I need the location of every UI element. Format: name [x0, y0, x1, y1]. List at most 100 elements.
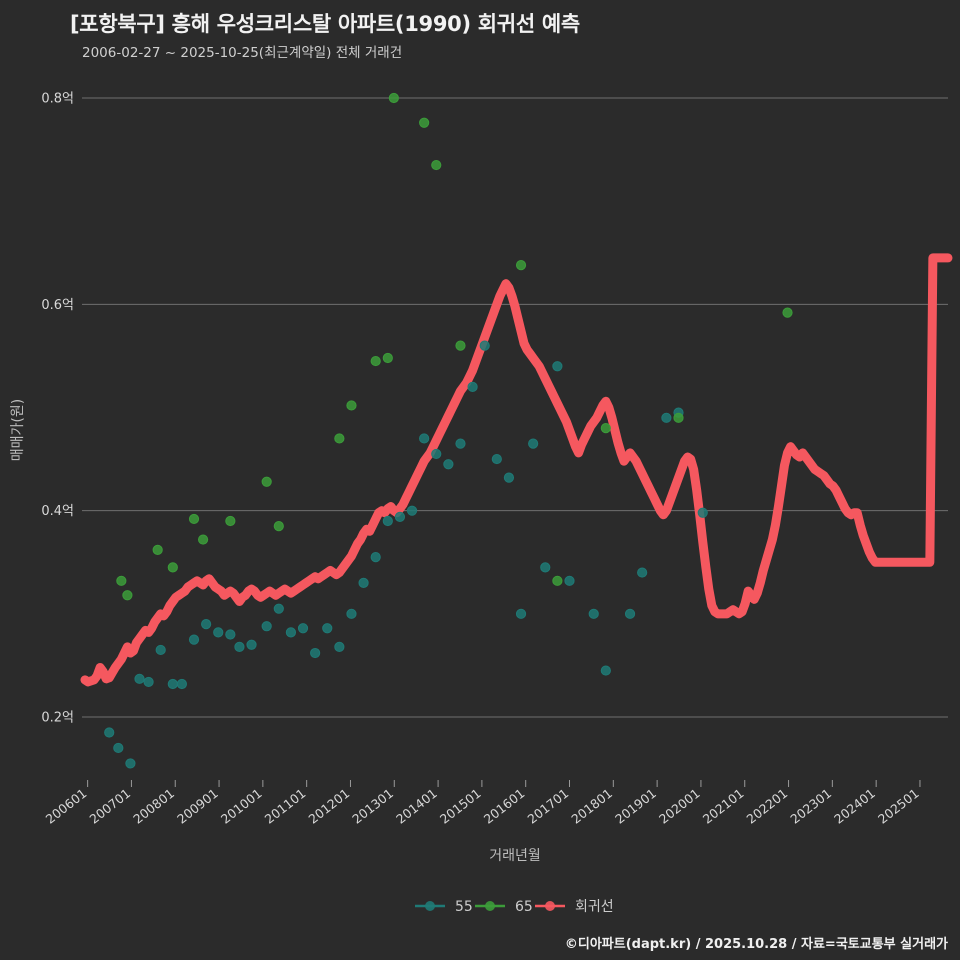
x-tick-label: 201201	[305, 786, 352, 827]
series-55-points	[104, 340, 708, 769]
x-tick-label: 200901	[174, 786, 221, 827]
data-point	[234, 641, 245, 652]
data-point	[370, 355, 381, 367]
x-tick-label: 202101	[700, 786, 747, 827]
data-point	[515, 608, 527, 619]
data-point	[310, 647, 321, 659]
x-tick-label: 202401	[831, 786, 878, 827]
series-65-points	[116, 92, 793, 601]
y-axis-title: 매매가(원)	[10, 399, 26, 461]
y-tick-label: 0.4억	[41, 504, 74, 519]
x-tick-label: 201101	[262, 786, 309, 827]
data-point	[540, 562, 551, 573]
data-point	[116, 575, 127, 586]
data-point	[273, 521, 284, 532]
legend-swatch-marker	[485, 901, 495, 911]
data-point	[515, 260, 527, 271]
data-point	[382, 352, 393, 364]
data-point	[188, 634, 200, 645]
data-point	[246, 639, 257, 650]
data-point	[125, 758, 136, 769]
data-point	[334, 641, 345, 652]
data-point	[134, 673, 145, 684]
data-point	[624, 608, 636, 619]
series-regression	[80, 253, 953, 687]
y-tick-label: 0.8억	[41, 92, 74, 107]
x-tick-label: 202201	[744, 786, 791, 827]
data-point	[104, 727, 115, 738]
y-axis-ticks: 0.2억 0.4억 0.6억 0.8억	[41, 92, 74, 726]
data-point	[261, 621, 272, 632]
x-tick-label: 201401	[393, 786, 440, 827]
legend-label[interactable]: 65	[515, 899, 533, 915]
x-tick-label: 202501	[875, 786, 922, 827]
data-point	[443, 459, 454, 470]
data-point	[564, 575, 575, 586]
data-point	[697, 507, 708, 518]
data-point	[176, 678, 187, 690]
legend-label[interactable]: 55	[455, 899, 473, 915]
data-point	[197, 534, 209, 545]
data-point	[661, 412, 672, 423]
data-point	[213, 627, 224, 638]
chart-legend: 55 65 회귀선	[415, 899, 614, 915]
page-subtitle: 2006-02-27 ~ 2025-10-25(최근계약일) 전체 거래건	[82, 45, 403, 61]
data-point	[143, 676, 154, 688]
data-point	[491, 453, 502, 465]
data-point	[113, 742, 124, 754]
x-tick-label: 201701	[525, 786, 572, 827]
data-point	[673, 412, 684, 423]
data-point	[455, 438, 466, 449]
data-point	[358, 577, 369, 588]
x-axis-title: 거래년월	[489, 848, 541, 864]
data-point	[419, 117, 430, 128]
regression-line	[80, 253, 953, 687]
data-point	[528, 438, 539, 449]
data-point	[346, 608, 357, 619]
x-tick-label: 201901	[612, 786, 659, 827]
data-point	[588, 608, 599, 619]
data-point	[600, 423, 611, 434]
data-point	[479, 340, 490, 351]
footer-credit: ©디아파트(dapt.kr) / 2025.10.28 / 자료=국토교통부 실…	[564, 937, 948, 952]
data-point	[297, 623, 309, 634]
data-point	[152, 544, 163, 555]
y-tick-label: 0.6억	[41, 298, 74, 313]
data-point	[552, 575, 563, 586]
data-point	[285, 627, 297, 638]
x-tick-label: 201501	[437, 786, 484, 827]
data-point	[419, 433, 430, 444]
data-point	[503, 472, 515, 483]
data-point	[225, 515, 236, 527]
data-point	[637, 567, 648, 578]
y-tick-label: 0.2억	[41, 711, 74, 726]
data-point	[467, 381, 478, 392]
x-tick-label: 201601	[481, 786, 528, 827]
data-point	[167, 678, 178, 690]
data-point	[394, 511, 406, 522]
data-point	[600, 665, 611, 676]
x-tick-label: 200601	[43, 786, 90, 827]
grid-lines	[82, 97, 948, 718]
page-title: [포항북구] 흥해 우성크리스탈 아파트(1990) 회귀선 예측	[70, 12, 580, 36]
x-axis-ticks: 2006012007012008012009012010012011012012…	[43, 780, 922, 827]
data-point	[201, 619, 212, 630]
x-tick-label: 201001	[218, 786, 265, 827]
x-tick-label: 201301	[349, 786, 396, 827]
legend-swatch-marker	[425, 901, 435, 911]
x-tick-label: 200701	[86, 786, 133, 827]
data-point	[122, 590, 133, 601]
data-point	[406, 505, 418, 516]
data-point	[334, 433, 345, 444]
data-point	[273, 603, 284, 614]
data-point	[431, 159, 442, 171]
data-point	[261, 476, 272, 487]
data-point	[188, 513, 200, 525]
data-point	[155, 644, 166, 656]
data-point	[431, 448, 442, 460]
data-point	[167, 562, 178, 573]
legend-label[interactable]: 회귀선	[575, 899, 614, 915]
data-point	[370, 551, 381, 563]
data-point	[552, 361, 563, 372]
